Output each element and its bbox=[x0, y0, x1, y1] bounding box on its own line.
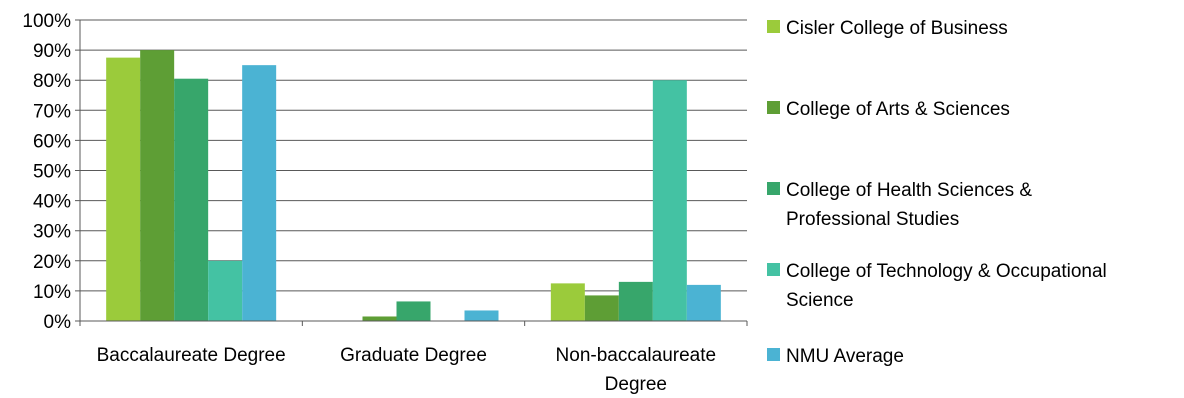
y-tick-label: 80% bbox=[33, 71, 71, 92]
bars bbox=[106, 50, 721, 322]
legend-entry: College of Technology & Occupational Scie… bbox=[786, 261, 1107, 311]
bar bbox=[140, 50, 175, 321]
bar bbox=[208, 260, 243, 321]
bar bbox=[584, 295, 619, 321]
legend-entry: College of Arts & Sciences bbox=[786, 99, 1010, 120]
y-tick-label: 0% bbox=[44, 312, 72, 333]
y-tick-label: 40% bbox=[33, 192, 71, 213]
legend-entry: College of Health Sciences & Professional… bbox=[786, 180, 1032, 230]
y-tick-label: 100% bbox=[22, 11, 71, 32]
y-tick-label: 10% bbox=[33, 282, 71, 303]
legend-swatch bbox=[767, 20, 780, 33]
legend-swatch bbox=[767, 182, 780, 195]
bar bbox=[362, 316, 397, 321]
legend-swatch bbox=[767, 263, 780, 276]
y-tick-label: 90% bbox=[33, 41, 71, 62]
axes bbox=[75, 20, 748, 326]
bar bbox=[550, 283, 585, 321]
legend-swatch bbox=[767, 348, 780, 361]
x-category-label: Baccalaureate Degree bbox=[97, 345, 286, 366]
bar bbox=[618, 281, 653, 321]
legend-swatch bbox=[767, 101, 780, 114]
y-tick-label: 50% bbox=[33, 162, 71, 183]
bar bbox=[464, 310, 499, 321]
bar bbox=[106, 57, 141, 321]
y-axis-tick-labels: 0% 10% 20% 30% 40% 50% 60% 70% 80% 90% 100% bbox=[22, 11, 71, 333]
bar bbox=[242, 65, 277, 322]
bar bbox=[652, 80, 687, 321]
bar bbox=[174, 78, 209, 321]
bar bbox=[686, 284, 721, 321]
legend-entry: NMU Average bbox=[786, 346, 904, 367]
x-category-label: Non-baccalaureate Degree bbox=[556, 345, 717, 395]
x-axis-category-labels: Baccalaureate Degree Graduate Degree Non-b… bbox=[97, 345, 716, 395]
legend-entry: Cisler College of Business bbox=[786, 18, 1008, 39]
y-tick-label: 60% bbox=[33, 131, 71, 152]
legend: Cisler College of Business College of Art… bbox=[767, 18, 1107, 367]
y-tick-label: 70% bbox=[33, 101, 71, 122]
x-category-label: Graduate Degree bbox=[340, 345, 487, 366]
y-tick-label: 30% bbox=[33, 222, 71, 243]
bar bbox=[396, 301, 431, 321]
y-tick-label: 20% bbox=[33, 252, 71, 273]
